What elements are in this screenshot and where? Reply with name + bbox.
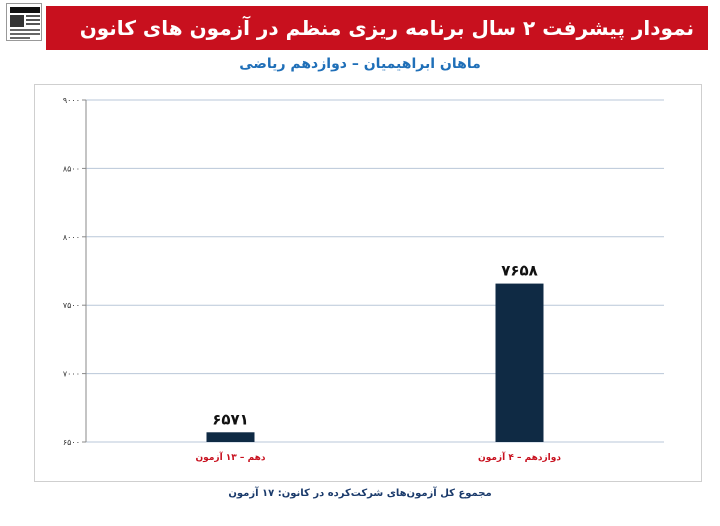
chart-subtitle: ماهان ابراهیمیان – دوازدهم ریاضی (239, 56, 481, 72)
title-banner: نمودار پیشرفت ۲ سال برنامه ریزی منظم در … (46, 6, 708, 50)
y-tick-label: ۶۵۰۰ (63, 438, 80, 447)
y-tick-label: ۷۰۰۰ (63, 370, 80, 379)
bar-value-label: ۷۶۵۸ (501, 262, 538, 280)
y-tick-label: ۹۰۰۰ (63, 96, 80, 105)
chart-frame (34, 84, 702, 482)
y-tick-label: ۸۵۰۰ (63, 164, 80, 173)
bar (495, 283, 544, 442)
bar (206, 432, 255, 442)
x-tick-label: دوازدهم – ۴ آزمون (478, 451, 561, 463)
page-title: نمودار پیشرفت ۲ سال برنامه ریزی منظم در … (79, 16, 694, 40)
bar-value-label: ۶۵۷۱ (212, 410, 249, 428)
x-tick-label: دهم – ۱۳ آزمون (196, 451, 266, 463)
y-tick-label: ۷۵۰۰ (63, 301, 80, 310)
y-tick-label: ۸۰۰۰ (63, 233, 80, 242)
footer-note: مجموع کل آزمون‌های شرکت‌کرده در کانون: ۱… (228, 488, 492, 499)
bar-chart: ۶۵۰۰ ۷۰۰۰ ۷۵۰۰ ۸۰۰۰ ۸۵۰۰ ۹۰۰۰ ۶۵۷۱ دهم – ۱۳ آز… (63, 96, 664, 463)
newspaper-logo-icon (6, 3, 42, 41)
